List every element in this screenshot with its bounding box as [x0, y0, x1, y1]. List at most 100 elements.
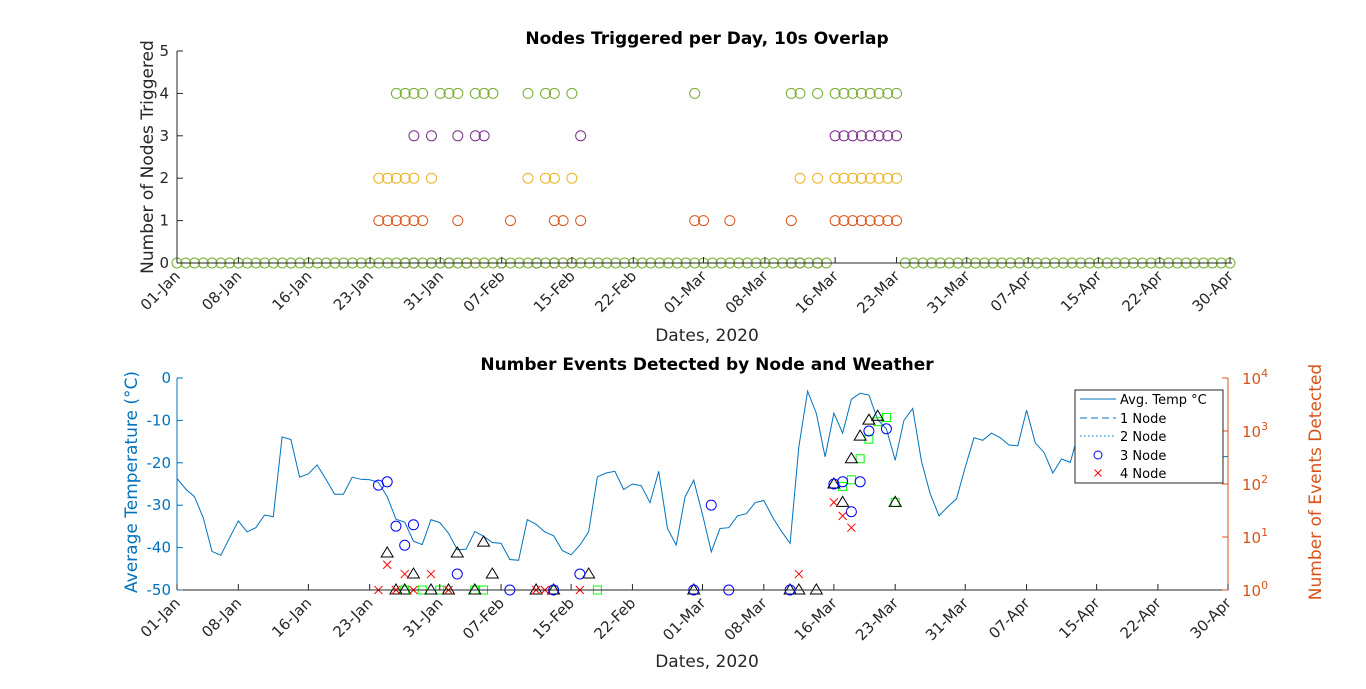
data-point: [829, 172, 841, 184]
data-point: [452, 215, 464, 227]
data-point: [855, 130, 867, 142]
data-point: [399, 215, 411, 227]
data-point: [809, 583, 824, 595]
data-point: [443, 87, 455, 99]
legend-label-3-node: 3 Node: [1120, 449, 1166, 464]
y-tick-label: 5: [159, 42, 169, 60]
left-y-tick-label: -50: [147, 581, 172, 599]
data-point: [854, 476, 866, 488]
data-point: [891, 172, 903, 184]
data-point: [863, 425, 875, 437]
bottom-left-y-axis-label: Average Temperature (°C): [122, 371, 142, 593]
data-point: [469, 130, 481, 142]
data-point: [425, 130, 437, 142]
data-point: [406, 567, 421, 579]
data-point: [873, 130, 885, 142]
bottom-x-axis-label: Dates, 2020: [655, 652, 759, 672]
data-point: [791, 583, 806, 595]
data-point: [548, 172, 560, 184]
data-point: [891, 130, 903, 142]
data-point: [451, 568, 463, 580]
data-point: [425, 172, 437, 184]
data-point: [812, 87, 824, 99]
data-point: [467, 583, 482, 595]
data-point: [812, 172, 824, 184]
data-point: [847, 215, 859, 227]
data-point: [855, 87, 867, 99]
y-tick-label: 0: [159, 254, 169, 272]
legend: Avg. Temp °C 1 Node 2 Node 3 Node 4 Node: [1074, 389, 1224, 484]
data-point: [478, 130, 490, 142]
data-point: [873, 215, 885, 227]
legend-box: [1074, 389, 1224, 484]
data-point: [882, 87, 894, 99]
y-tick-label: 1: [159, 212, 169, 230]
data-point: [373, 172, 385, 184]
data-point: [390, 215, 402, 227]
data-point: [424, 583, 438, 595]
legend-label-avg-temp: Avg. Temp °C: [1120, 393, 1207, 408]
data-point: [794, 569, 804, 579]
data-point: [408, 130, 420, 142]
data-point: [864, 215, 876, 227]
legend-label-1-node: 1 Node: [1120, 412, 1166, 427]
data-point: [452, 87, 464, 99]
data-point: [450, 545, 465, 558]
data-point: [581, 567, 596, 579]
left-y-tick-label: -20: [147, 454, 172, 472]
data-point: [888, 495, 903, 507]
data-point: [485, 567, 500, 579]
data-point: [686, 583, 701, 595]
data-point: [698, 215, 709, 227]
data-point: [838, 130, 850, 142]
data-point: [891, 87, 903, 99]
data-point: [469, 87, 481, 99]
data-point: [847, 130, 859, 142]
data-point: [838, 215, 850, 227]
top-y-axis-label: Number of Nodes Triggered: [138, 40, 158, 274]
legend-label-4-node: 4 Node: [1120, 467, 1166, 482]
y-tick-label: 2: [159, 169, 169, 187]
data-point: [557, 215, 569, 227]
data-point: [882, 215, 894, 227]
data-point: [864, 434, 874, 444]
data-point: [504, 215, 516, 227]
data-point: [380, 545, 395, 558]
data-point: [882, 130, 894, 142]
data-point: [548, 215, 560, 227]
legend-swatch-3-node: [1093, 450, 1103, 460]
data-point: [390, 87, 402, 99]
data-point: [847, 523, 856, 533]
data-point: [566, 172, 578, 184]
data-point: [540, 87, 552, 99]
data-point: [829, 498, 839, 507]
data-point: [880, 423, 892, 435]
data-point: [417, 87, 429, 99]
data-point: [785, 87, 797, 99]
data-point: [882, 172, 894, 184]
left-y-tick-label: -40: [147, 539, 172, 557]
data-point: [408, 87, 420, 99]
data-point: [847, 87, 859, 99]
right-y-tick-label: 103: [1242, 420, 1268, 441]
top-chart-title: Nodes Triggered per Day, 10s Overlap: [525, 29, 888, 49]
data-point: [855, 215, 867, 227]
data-point: [566, 87, 578, 99]
data-point: [476, 535, 491, 547]
data-point: [441, 583, 456, 595]
data-point: [452, 130, 464, 142]
left-y-tick-label: -10: [147, 411, 172, 429]
data-point: [838, 172, 850, 184]
data-point: [417, 215, 429, 227]
right-y-tick-label: 100: [1242, 579, 1268, 600]
data-point: [408, 172, 420, 184]
bottom-right-y-ticks: 100 101 102 103 104: [1222, 367, 1268, 600]
data-point: [575, 215, 587, 227]
data-point: [724, 215, 736, 227]
data-point: [844, 451, 859, 464]
bottom-right-y-axis-label: Number of Events Detected: [1306, 364, 1326, 600]
data-point: [864, 172, 876, 184]
data-point: [390, 520, 402, 532]
data-point: [426, 569, 436, 579]
